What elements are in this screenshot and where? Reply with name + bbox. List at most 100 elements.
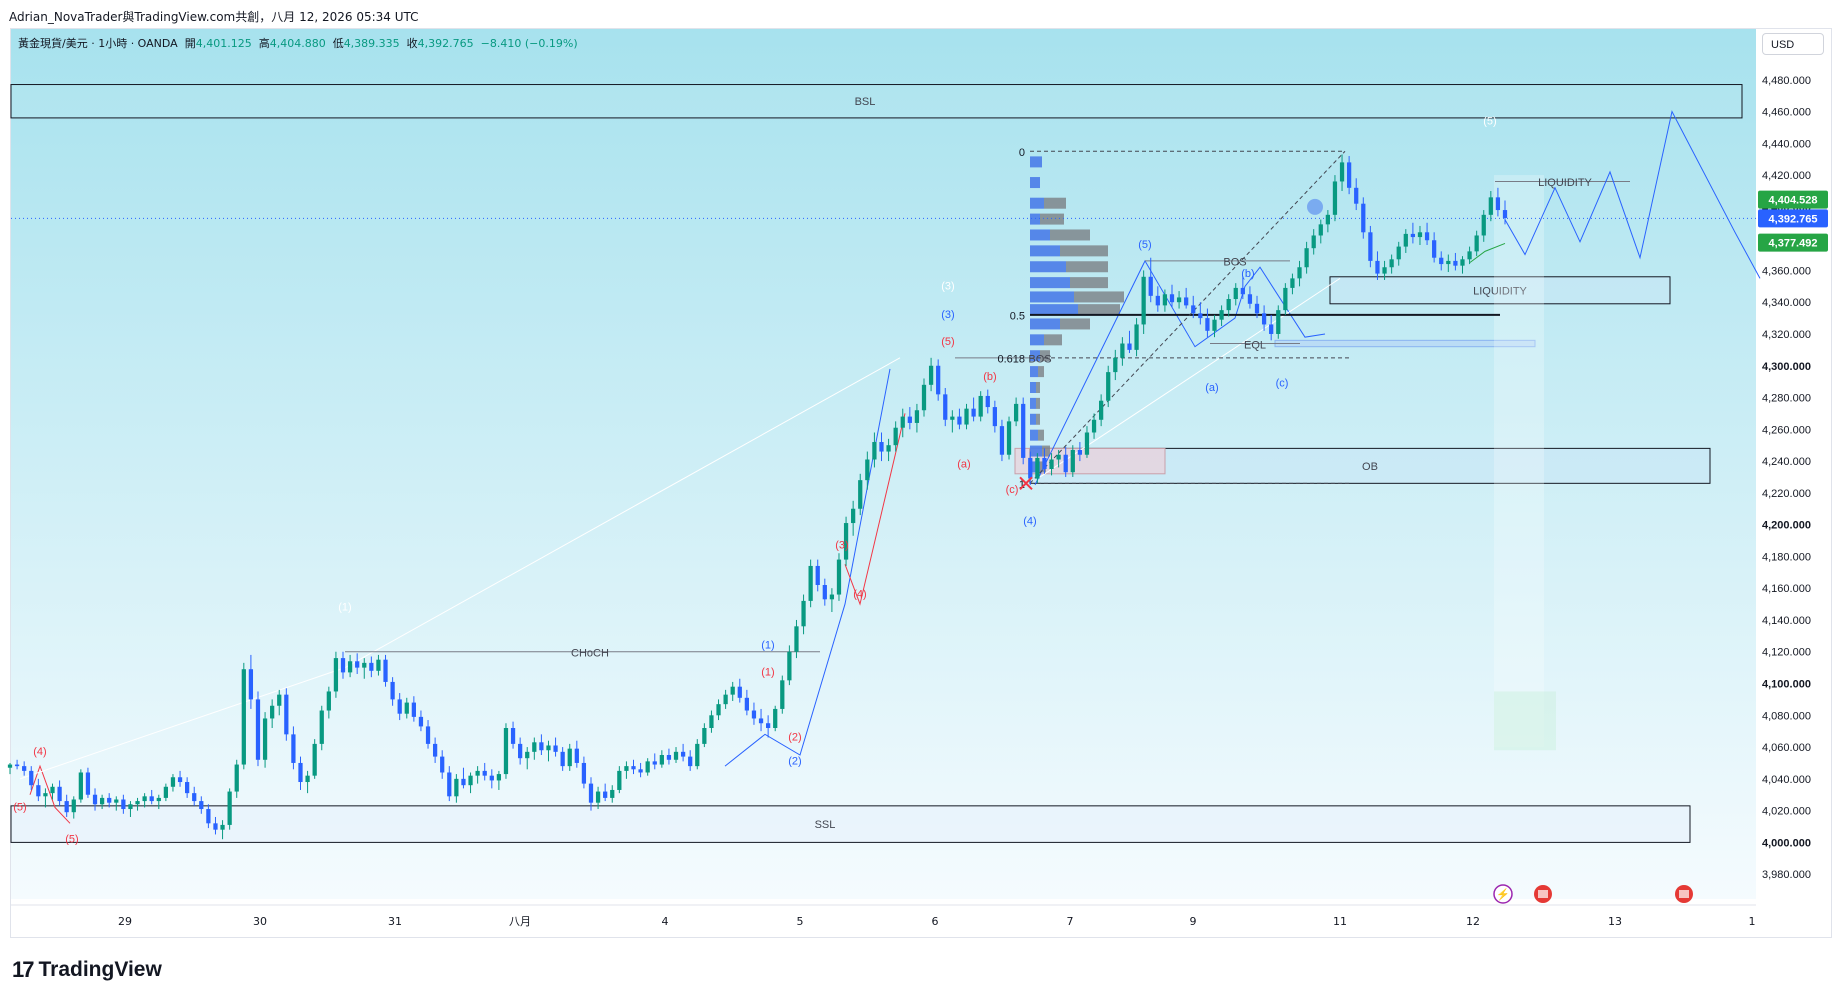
candle[interactable] [1155,286,1160,312]
candle[interactable] [340,651,346,679]
candle[interactable] [432,737,438,763]
candles-layer[interactable] [7,154,1508,840]
price-axis[interactable]: 4,480.000 4,460.000 4,440.000 4,420.000 4,40… [1758,75,1828,881]
candle[interactable] [50,783,55,800]
candle[interactable] [1396,241,1401,266]
candle[interactable] [128,801,133,817]
candle[interactable] [57,780,62,806]
candle[interactable] [1304,241,1309,274]
candle[interactable] [355,653,360,674]
candle[interactable] [107,793,112,808]
candle[interactable] [192,786,197,806]
candle[interactable] [907,407,912,430]
candle[interactable] [808,559,813,608]
candle[interactable] [14,759,20,770]
candle[interactable] [546,740,551,762]
candle[interactable] [879,432,884,462]
candle[interactable] [383,654,388,687]
candle[interactable] [1375,251,1380,280]
candle[interactable] [695,739,700,770]
candle[interactable] [1134,318,1139,357]
candle[interactable] [447,766,452,802]
candle[interactable] [1332,175,1338,222]
candle[interactable] [1219,305,1224,327]
candle[interactable] [71,796,76,819]
candle[interactable] [1169,284,1175,307]
candle[interactable] [801,594,806,635]
candle[interactable] [666,748,672,765]
candle[interactable] [411,696,416,722]
candle[interactable] [985,389,990,414]
candle[interactable] [581,756,587,789]
candle[interactable] [326,686,331,719]
candle[interactable] [603,783,608,802]
candle[interactable] [815,559,820,592]
candle[interactable] [525,747,530,770]
candle[interactable] [319,705,324,751]
candle[interactable] [1361,197,1366,239]
candle[interactable] [1290,273,1295,295]
candle[interactable] [1113,349,1118,381]
candle[interactable] [971,397,976,422]
candle[interactable] [1403,229,1408,253]
candle[interactable] [376,654,381,676]
candle[interactable] [1467,246,1472,265]
candle[interactable] [503,723,509,779]
candle[interactable] [617,766,622,794]
candle[interactable] [1006,416,1012,460]
candle[interactable] [1162,289,1168,312]
symbol-title[interactable]: 黃金現貨/美元 · 1小時 · OANDA [18,37,178,50]
candle[interactable] [241,662,246,770]
candle[interactable] [333,651,339,698]
candle[interactable] [716,699,721,721]
candle[interactable] [758,708,764,732]
candle[interactable] [588,777,594,811]
candle[interactable] [680,743,686,762]
candle[interactable] [1432,232,1437,263]
candle[interactable] [220,820,225,840]
candle[interactable] [1233,283,1238,306]
candle[interactable] [610,785,615,803]
candle[interactable] [567,743,572,771]
candle[interactable] [482,762,487,781]
candle[interactable] [737,678,742,703]
candle[interactable] [1474,230,1479,257]
candle[interactable] [7,762,13,775]
candle[interactable] [1311,229,1316,255]
candle[interactable] [1488,190,1493,222]
candle[interactable] [135,797,140,811]
candle[interactable] [404,697,409,719]
candle[interactable] [369,656,374,678]
candle[interactable] [1276,305,1281,339]
candle[interactable] [851,500,856,536]
candle[interactable] [163,783,169,802]
candle[interactable] [631,759,636,775]
candle[interactable] [397,693,402,721]
candle[interactable] [1453,252,1458,271]
candle[interactable] [92,788,98,811]
candle[interactable] [1382,260,1387,280]
candle[interactable] [1325,210,1330,233]
candle[interactable] [1091,413,1097,439]
candle[interactable] [1502,200,1508,225]
candle[interactable] [836,553,842,601]
candle[interactable] [1446,254,1451,273]
candle[interactable] [1318,219,1323,244]
candle[interactable] [688,750,693,771]
candle[interactable] [284,688,289,741]
candle[interactable] [454,774,459,803]
candle[interactable] [248,654,254,709]
candle[interactable] [362,658,367,679]
candle[interactable] [709,710,714,733]
candle[interactable] [291,726,296,770]
candle[interactable] [723,689,728,709]
candle[interactable] [270,699,275,728]
candle[interactable] [518,737,523,765]
candle[interactable] [262,712,268,768]
candle[interactable] [843,516,849,566]
candle[interactable] [1191,295,1196,319]
candle[interactable] [1410,222,1416,244]
candle[interactable] [425,720,431,749]
candle[interactable] [440,750,445,779]
candle[interactable] [1254,295,1260,319]
